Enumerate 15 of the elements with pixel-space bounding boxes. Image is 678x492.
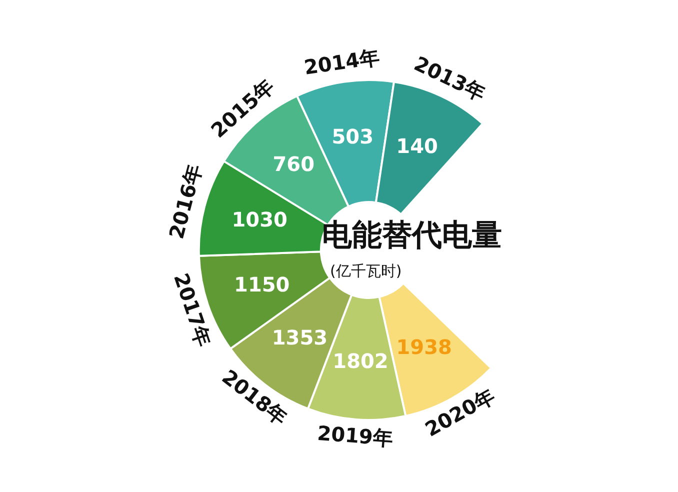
text: 电能替代电量 [322, 217, 502, 255]
category-label: 2013年 [410, 51, 490, 106]
category-label: 2019年 [316, 420, 394, 450]
data-label: 1938 [396, 334, 452, 359]
data-label: 1150 [234, 272, 290, 297]
data-label: 1353 [272, 326, 328, 350]
data-label: 1030 [232, 207, 288, 232]
data-label: 140 [396, 134, 438, 158]
data-label: 503 [332, 124, 374, 148]
category-label: 2017年 [169, 270, 216, 350]
category-label: 2016年 [164, 162, 207, 242]
category-label: 2014年 [302, 44, 381, 80]
text: (亿千瓦时) [330, 262, 402, 281]
data-label: 760 [272, 152, 314, 176]
data-label: 1802 [332, 348, 388, 373]
